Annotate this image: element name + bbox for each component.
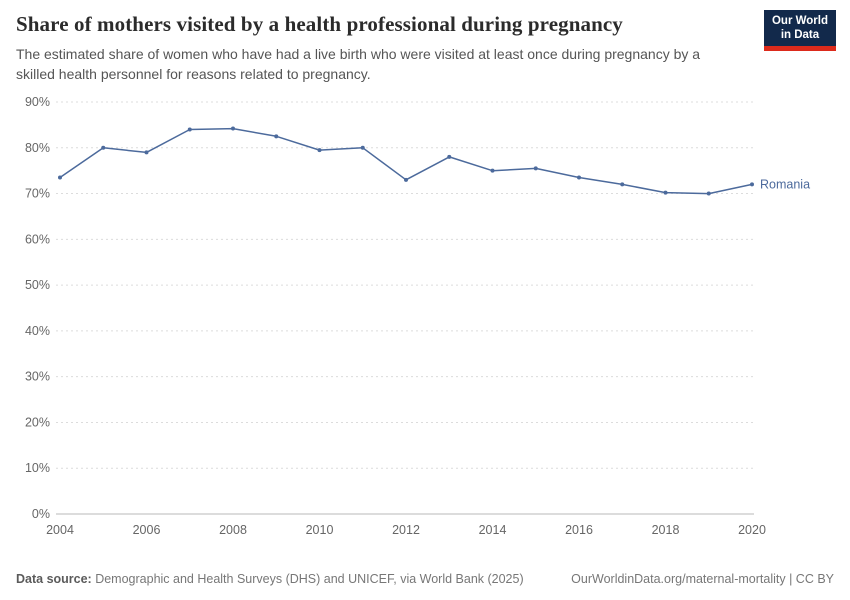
owid-logo-line1: Our World (771, 15, 828, 27)
x-axis-tick-label: 2010 (306, 523, 334, 537)
data-point[interactable] (404, 178, 408, 183)
x-axis-tick-label: 2004 (46, 523, 74, 537)
x-axis-tick-label: 2020 (738, 523, 766, 537)
data-point[interactable] (750, 182, 754, 187)
x-axis-tick-label: 2018 (652, 523, 680, 537)
data-point[interactable] (187, 127, 192, 132)
data-point[interactable] (490, 168, 495, 173)
data-point[interactable] (663, 190, 668, 195)
line-chart-svg: 0% 10% 20% 30% 40% 50% 60% 70% 80% 90% 2004 2006 200… (25, 95, 810, 537)
y-axis-tick-label: 80% (25, 141, 50, 155)
y-axis-tick-label: 30% (25, 370, 50, 384)
y-axis-tick-label: 70% (25, 187, 50, 201)
data-source-label: Data source: (16, 572, 92, 586)
x-axis-tick-label: 2014 (479, 523, 507, 537)
data-point[interactable] (533, 166, 538, 171)
data-point[interactable] (101, 145, 106, 150)
y-axis-tick-label: 0% (32, 507, 50, 521)
data-point[interactable] (58, 175, 62, 180)
data-point[interactable] (706, 191, 711, 196)
y-axis-tick-label: 50% (25, 278, 50, 292)
data-point[interactable] (144, 150, 149, 155)
x-axis-tick-label: 2016 (565, 523, 593, 537)
x-axis-tick-label: 2008 (219, 523, 247, 537)
x-axis-tick-label: 2006 (133, 523, 161, 537)
y-axis-tick-label: 90% (25, 95, 50, 109)
owid-logo[interactable]: Our World in Data (763, 10, 836, 51)
data-point[interactable] (274, 134, 279, 139)
credit-link[interactable]: OurWorldinData.org/maternal-mortality | … (571, 572, 834, 586)
data-point[interactable] (317, 148, 322, 153)
data-point[interactable] (447, 155, 452, 160)
data-source: Data source: Demographic and Health Surv… (16, 572, 524, 586)
data-source-text: Demographic and Health Surveys (DHS) and… (91, 572, 524, 586)
owid-logo-line2: in Data (780, 29, 820, 42)
data-point[interactable] (231, 126, 235, 131)
chart-area: 0% 10% 20% 30% 40% 50% 60% 70% 80% 90% 2004 2006 200… (0, 84, 850, 572)
series-label[interactable]: Romania (760, 178, 810, 192)
chart-footer: Data source: Demographic and Health Surv… (0, 572, 850, 600)
y-axis-tick-label: 60% (25, 233, 50, 247)
y-axis-tick-label: 40% (25, 324, 50, 338)
x-axis-tick-label: 2012 (392, 523, 420, 537)
y-axis-tick-label: 20% (25, 416, 50, 430)
data-point[interactable] (360, 145, 365, 150)
chart-header: Share of mothers visited by a health pro… (0, 0, 850, 84)
data-point[interactable] (620, 182, 625, 187)
page-title: Share of mothers visited by a health pro… (16, 12, 623, 36)
y-axis-tick-label: 10% (25, 461, 50, 475)
trend-line (59, 128, 753, 195)
chart-subtitle: The estimated share of women who have ha… (16, 46, 701, 82)
data-point[interactable] (577, 175, 581, 180)
